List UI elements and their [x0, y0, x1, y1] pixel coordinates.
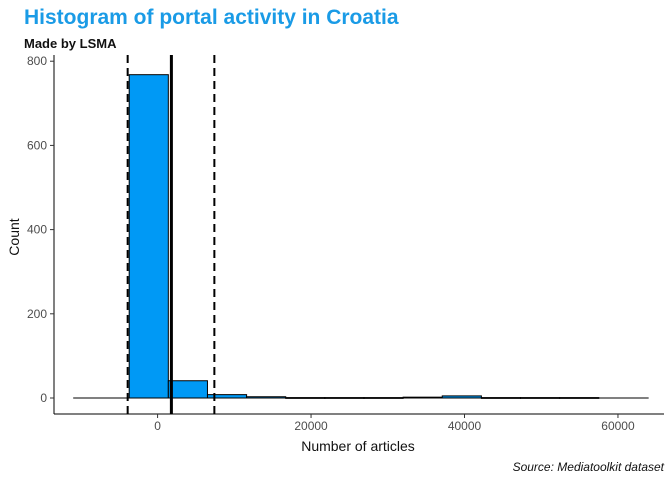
histogram-bar-2	[206, 394, 248, 399]
histogram-bar-5	[324, 397, 365, 399]
x-tick-label-1: 20000	[294, 419, 328, 433]
y-tick-label-3: 600	[27, 138, 47, 152]
chart-subtitle: Made by LSMA	[24, 36, 117, 51]
y-axis-title: Count	[6, 218, 22, 255]
y-tick-label-1: 200	[27, 307, 47, 321]
x-axis-title: Number of articles	[301, 438, 415, 454]
histogram-bar-8	[441, 395, 482, 399]
histogram-bar-6	[363, 397, 404, 399]
axes-group: 0 20000 40000 60000 0 200 400 600 800	[27, 54, 664, 433]
histogram-bar-4	[285, 397, 326, 399]
histogram-bar-0	[128, 74, 169, 399]
y-tick-label-2: 400	[27, 223, 47, 237]
x-tick-label-3: 60000	[601, 419, 635, 433]
x-tick-label-0: 0	[154, 419, 161, 433]
histogram-bar-11	[559, 397, 600, 399]
histogram-bar-10	[520, 397, 561, 399]
x-tick-label-2: 40000	[448, 419, 482, 433]
y-tick-label-4: 800	[27, 54, 47, 68]
y-tick-label-0: 0	[40, 391, 47, 405]
histogram-bar-3	[246, 396, 287, 399]
chart-caption: Source: Mediatoolkit dataset	[512, 460, 664, 474]
histogram-bar-9	[480, 397, 522, 399]
reference-lines-group	[126, 55, 216, 414]
chart-title: Histogram of portal activity in Croatia	[24, 6, 399, 29]
bars-group	[73, 74, 649, 399]
histogram-bar-1	[167, 380, 208, 399]
histogram-bar-7	[402, 396, 443, 399]
